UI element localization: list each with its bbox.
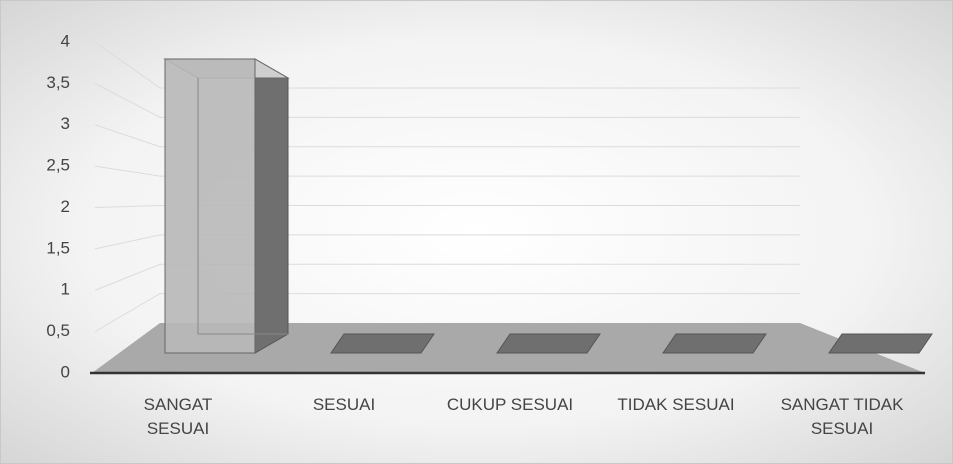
x-tick-label: CUKUP SESUAI <box>446 395 574 414</box>
grid-line <box>94 41 800 89</box>
grid-line <box>94 293 800 333</box>
x-tick-label: SANGAT SESUAI <box>143 395 213 438</box>
bar <box>496 333 601 354</box>
grid-line <box>94 82 800 118</box>
bar-edge <box>197 78 288 335</box>
x-tick-label: TIDAK SESUAI <box>617 395 735 414</box>
y-tick-label: 1 <box>61 280 70 299</box>
x-tick-label: SANGAT TIDAK SESUAI <box>780 395 904 438</box>
x-tick-label: SESUAI <box>312 395 376 414</box>
bar-front <box>164 58 256 354</box>
bar <box>163 58 290 354</box>
grid-line <box>94 165 800 177</box>
y-tick-label: 4 <box>61 31 70 50</box>
y-tick-label: 1,5 <box>46 238 70 257</box>
bar-flat <box>496 333 601 354</box>
y-tick-label: 0,5 <box>46 321 70 340</box>
bar-flat <box>662 333 767 354</box>
bar <box>662 333 767 354</box>
grid-line <box>94 263 800 291</box>
bar <box>330 333 435 354</box>
y-tick-label: 3,5 <box>46 73 70 92</box>
bar-flat <box>828 333 933 354</box>
grid-line <box>94 124 800 148</box>
grid-line <box>94 234 800 250</box>
y-tick-label: 2,5 <box>46 156 70 175</box>
y-tick-label: 3 <box>61 114 70 133</box>
y-tick-label: 0 <box>61 362 70 381</box>
bar-side <box>254 58 289 354</box>
y-tick-label: 2 <box>61 197 70 216</box>
bar-flat <box>330 333 435 354</box>
grid-line <box>94 205 800 208</box>
bar <box>828 333 933 354</box>
